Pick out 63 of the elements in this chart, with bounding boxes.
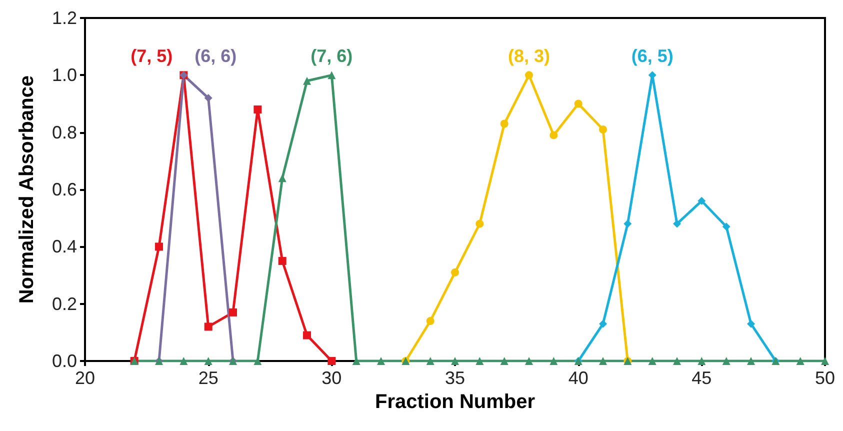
point (599, 125, 607, 134)
series-label: (7, 5) (130, 46, 173, 66)
point (599, 320, 607, 328)
point (180, 357, 188, 365)
point (204, 357, 212, 365)
y-tick-label: 0.4 (52, 236, 77, 257)
point (377, 357, 385, 365)
point (328, 357, 336, 365)
x-tick-label: 45 (692, 368, 712, 388)
point (229, 308, 237, 316)
point (303, 76, 311, 85)
point (550, 357, 558, 365)
point (525, 357, 533, 365)
point (303, 331, 311, 340)
y-tick-label: 0.6 (52, 180, 77, 200)
point (550, 131, 558, 140)
x-tick-label: 35 (444, 368, 466, 388)
point (722, 222, 730, 231)
series-label: (7, 6) (310, 46, 353, 66)
point (426, 357, 434, 365)
point (426, 316, 434, 325)
x-axis-title: Fraction Number (374, 390, 536, 413)
point (673, 220, 681, 228)
point (574, 100, 582, 108)
x-tick-label: 50 (814, 368, 836, 388)
y-tick-label: 1.0 (52, 65, 77, 86)
point (278, 256, 286, 265)
y-axis-title: Normalized Absorbance (16, 75, 38, 304)
x-tick-label: 25 (198, 368, 218, 388)
y-tick-label: 1.2 (52, 8, 77, 28)
point (673, 357, 681, 365)
point (204, 322, 212, 331)
point (278, 174, 286, 182)
point (254, 105, 262, 114)
point (796, 357, 804, 365)
x-tick-label: 40 (568, 368, 588, 388)
y-tick-label: 0.2 (52, 294, 77, 314)
point (525, 71, 533, 80)
point (624, 220, 632, 228)
series-label: (8, 3) (508, 46, 550, 66)
x-tick-label: 30 (322, 368, 342, 388)
point (476, 357, 484, 365)
point (155, 242, 163, 251)
point (204, 94, 212, 102)
y-tick-label: 0.8 (52, 122, 77, 142)
point (451, 268, 459, 276)
point (747, 357, 755, 365)
series-label: (6, 6) (194, 46, 237, 66)
point (500, 357, 508, 365)
point (476, 220, 484, 228)
point (698, 357, 706, 365)
point (698, 196, 706, 205)
point (722, 357, 730, 365)
point (648, 357, 656, 365)
point (747, 320, 755, 328)
point (599, 357, 607, 365)
x-tick-label: 20 (74, 368, 96, 388)
y-tick-label: 0.0 (52, 351, 77, 371)
point (821, 357, 829, 365)
point (328, 71, 336, 80)
series-label: (6, 5) (631, 46, 674, 66)
point (500, 120, 508, 128)
point (451, 357, 459, 365)
